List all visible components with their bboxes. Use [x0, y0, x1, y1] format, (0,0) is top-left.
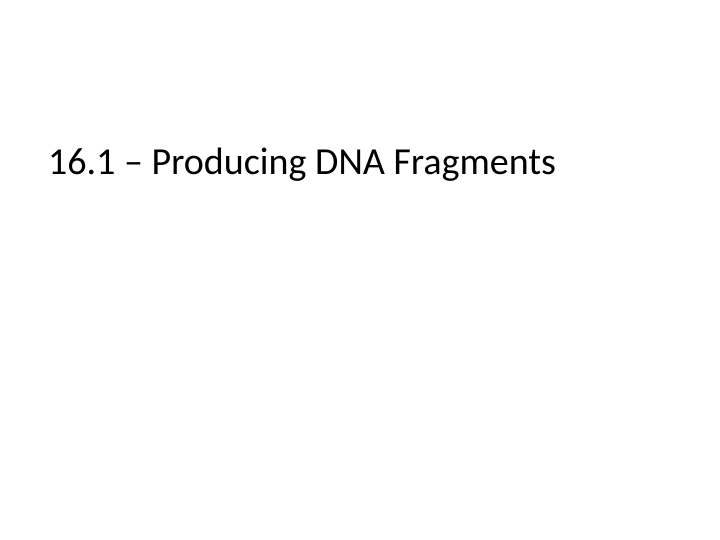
slide-title: 16.1 – Producing DNA Fragments: [48, 140, 672, 186]
